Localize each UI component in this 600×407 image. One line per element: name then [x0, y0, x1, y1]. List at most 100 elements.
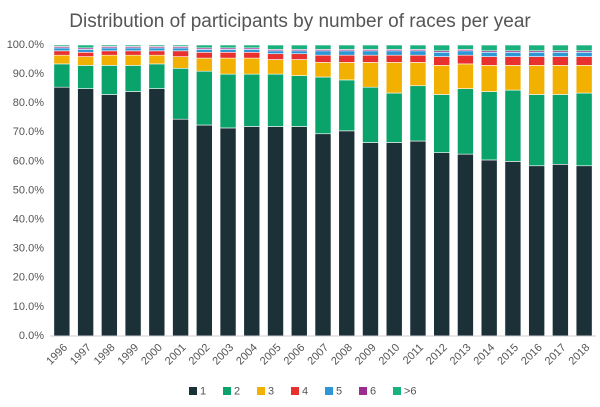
- x-tick-label: 2015: [495, 342, 521, 368]
- bar-segment: [196, 57, 213, 72]
- x-tick-label: 2002: [187, 342, 213, 368]
- bar-segment: [77, 44, 94, 49]
- legend-swatch: [223, 387, 231, 395]
- bar-segment: [243, 73, 261, 127]
- bar-segment: [101, 65, 118, 95]
- bar-segment: [314, 54, 332, 63]
- bar-segment: [504, 65, 522, 91]
- bar-segment: [101, 50, 118, 56]
- x-tick-label: 2007: [305, 342, 331, 368]
- bar-segment: [101, 47, 118, 52]
- bar-segment: [504, 89, 522, 162]
- legend-swatch: [189, 387, 197, 395]
- bar-segment: [290, 44, 308, 50]
- x-tick-label: 2005: [258, 342, 284, 368]
- y-tick-label: 50.0%: [13, 184, 44, 196]
- bar-segment: [385, 50, 403, 56]
- bar-segment: [219, 57, 237, 75]
- x-tick-label: 2010: [377, 342, 403, 368]
- bar-segment: [172, 118, 189, 337]
- x-tick-label: 1999: [115, 342, 141, 368]
- bar-segment: [504, 161, 522, 337]
- bar-segment: [172, 56, 189, 69]
- bar-segment: [528, 51, 545, 57]
- bar-segment: [101, 44, 118, 47]
- bar-segment: [314, 76, 332, 135]
- legend-label: 1: [200, 385, 206, 397]
- bar-segment: [433, 44, 450, 52]
- x-tick-label: 2003: [210, 342, 236, 368]
- bar-segment: [53, 86, 71, 337]
- legend-swatch: [257, 387, 265, 395]
- bar-segment: [552, 94, 569, 165]
- x-tick-label: 2013: [448, 342, 474, 368]
- bar-segment: [575, 165, 593, 337]
- bar-segment: [314, 44, 332, 50]
- x-tick-label: 2001: [163, 342, 189, 368]
- bar-segment: [575, 51, 593, 57]
- bar-segment: [528, 65, 545, 95]
- bar-segment: [457, 88, 474, 155]
- bar-segment: [196, 51, 213, 59]
- bar-segment: [433, 56, 450, 66]
- bar-segment: [338, 50, 356, 56]
- bar-segment: [172, 47, 189, 52]
- bar-segment: [53, 47, 71, 52]
- bar-segment: [362, 44, 379, 50]
- y-tick-label: 100.0%: [7, 39, 45, 51]
- bar-segment: [124, 44, 142, 47]
- bar-segment: [124, 50, 142, 56]
- bar-segment: [528, 94, 545, 167]
- bar-segment: [124, 54, 142, 66]
- x-tick-label: 2009: [353, 342, 379, 368]
- bar-segment: [385, 44, 403, 50]
- bar-segment: [290, 126, 308, 337]
- x-tick-label: 2016: [519, 342, 545, 368]
- x-tick-label: 2017: [543, 342, 569, 368]
- bar-segment: [362, 62, 379, 88]
- x-tick-label: 1998: [92, 342, 118, 368]
- bar-segment: [196, 49, 213, 53]
- bar-segment: [77, 65, 94, 89]
- bar-segment: [385, 62, 403, 94]
- bar-segment: [196, 44, 213, 49]
- bar-segment: [480, 51, 498, 57]
- legend-label: 2: [234, 385, 240, 397]
- legend-swatch: [291, 387, 299, 395]
- x-tick-label: 2008: [329, 342, 355, 368]
- bar-segment: [528, 44, 545, 52]
- bar-segment: [480, 91, 498, 161]
- bar-segment: [290, 75, 308, 127]
- bar-segment: [219, 51, 237, 59]
- bar-segment: [219, 127, 237, 337]
- legend-label: 4: [302, 385, 308, 397]
- bar-segment: [409, 85, 427, 142]
- bar-segment: [290, 59, 308, 76]
- bar-segment: [243, 49, 261, 53]
- bar-segment: [243, 51, 261, 59]
- bar-segment: [338, 44, 356, 50]
- bar-segment: [552, 56, 569, 66]
- bar-segment: [267, 44, 284, 50]
- bar-segment: [504, 56, 522, 66]
- bar-segment: [457, 153, 474, 337]
- bar-segment: [219, 44, 237, 49]
- bar-segment: [575, 92, 593, 167]
- bar-segment: [243, 44, 261, 49]
- bar-segment: [457, 44, 474, 50]
- bar-segment: [267, 50, 284, 55]
- bar-segment: [148, 88, 166, 337]
- y-tick-label: 40.0%: [13, 214, 44, 226]
- legend-swatch: [325, 387, 333, 395]
- y-tick-label: 30.0%: [13, 243, 44, 255]
- bar-segment: [196, 70, 213, 126]
- bar-segment: [314, 133, 332, 337]
- bar-segment: [552, 164, 569, 337]
- bar-segment: [433, 51, 450, 57]
- x-tick-label: 2012: [424, 342, 450, 368]
- bar-segment: [148, 63, 166, 89]
- bar-segment: [124, 65, 142, 92]
- bar-segment: [53, 54, 71, 65]
- x-tick-label: 2000: [139, 342, 165, 368]
- bar-segment: [148, 50, 166, 56]
